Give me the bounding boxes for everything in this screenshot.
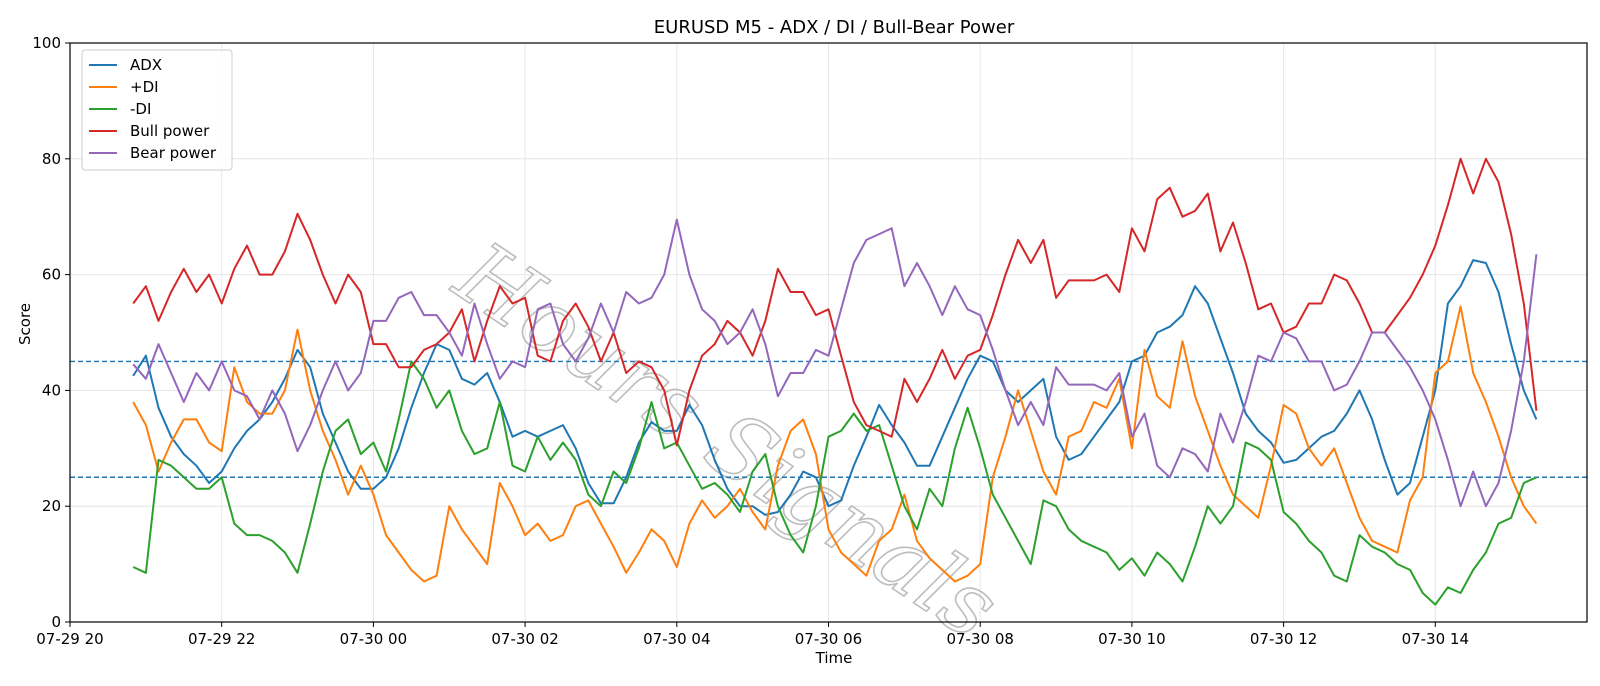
legend-box <box>81 49 233 171</box>
y-tick-label: 60 <box>42 266 61 284</box>
y-tick-label: 80 <box>42 150 61 168</box>
x-tick-label: 07-29 20 <box>36 630 103 648</box>
series-lines <box>132 157 1538 606</box>
x-tick-label: 07-29 22 <box>188 630 255 648</box>
x-axis: 07-29 20 07-29 22 07-30 00 07-30 02 07-30 04… <box>36 622 1469 648</box>
x-axis-label: Time <box>815 649 853 667</box>
legend-label: Bull power <box>130 122 210 140</box>
series-line-di <box>132 305 1538 583</box>
threshold-lines <box>70 360 1587 478</box>
legend-label: +DI <box>130 78 159 96</box>
y-tick-label: 40 <box>42 381 61 399</box>
x-tick-label: 07-30 02 <box>491 630 558 648</box>
x-tick-label: 07-30 06 <box>795 630 862 648</box>
legend-label: ADX <box>130 56 162 74</box>
x-tick-label: 07-30 12 <box>1250 630 1317 648</box>
chart-title: EURUSD M5 - ADX / DI / Bull-Bear Power <box>654 17 1015 38</box>
legend-label: Bear power <box>130 144 217 162</box>
y-tick-label: 20 <box>42 497 61 515</box>
y-axis-label: Score <box>16 303 34 345</box>
x-tick-label: 07-30 04 <box>643 630 710 648</box>
x-tick-label: 07-30 10 <box>1098 630 1165 648</box>
series-line-di <box>132 360 1537 606</box>
x-tick-label: 07-30 08 <box>946 630 1013 648</box>
series-line-adx <box>132 259 1538 516</box>
x-tick-label: 07-30 14 <box>1402 630 1469 648</box>
legend: ADX +DI -DI Bull power Bear power <box>81 49 233 171</box>
y-axis: 0 20 40 60 80 100 <box>32 34 70 631</box>
series-line-bear-power <box>132 218 1538 508</box>
legend-label: -DI <box>130 100 151 118</box>
x-tick-label: 07-30 00 <box>340 630 407 648</box>
y-tick-label: 100 <box>32 34 61 52</box>
y-tick-label: 0 <box>51 613 61 631</box>
